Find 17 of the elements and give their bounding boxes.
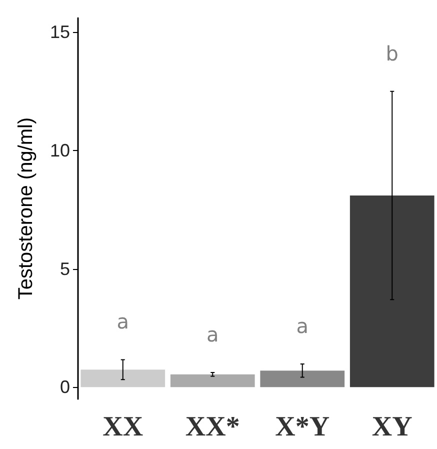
x-tick-label: XX*	[185, 412, 240, 442]
y-axis-title: Testosterone (ng/ml)	[15, 117, 37, 300]
bar	[260, 370, 345, 388]
annotation: a	[116, 310, 130, 334]
bar	[170, 374, 255, 388]
annotation: a	[206, 322, 219, 346]
bar	[350, 195, 434, 388]
annotation: b	[386, 41, 398, 66]
x-tick-label: X*Y	[275, 412, 330, 442]
y-tick-label: 0	[60, 377, 70, 398]
annotation: a	[296, 314, 309, 338]
x-tick-label: XX	[102, 412, 144, 442]
bar	[80, 370, 166, 388]
x-tick-label: XY	[372, 412, 412, 442]
y-tick-label: 10	[50, 140, 70, 161]
y-tick-label: 15	[50, 22, 70, 42]
y-tick-label: 5	[60, 258, 70, 279]
